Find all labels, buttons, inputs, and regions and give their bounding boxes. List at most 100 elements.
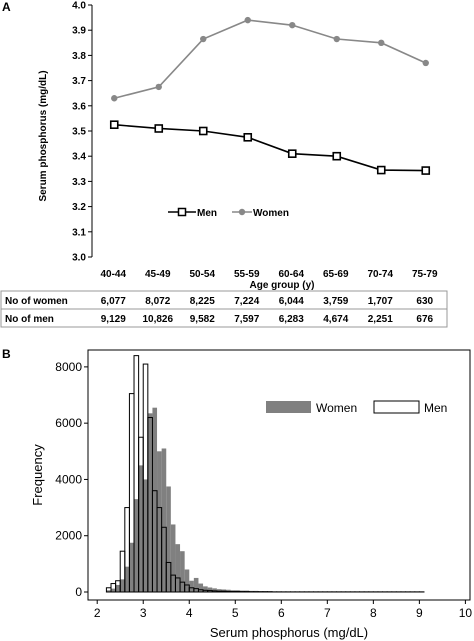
y-tick-label: 4000: [55, 472, 82, 486]
women-bar: [184, 569, 190, 592]
x-tick-label: 9: [416, 606, 423, 620]
women-bar: [106, 590, 112, 592]
y-tick-label: 3.1: [72, 227, 86, 238]
table-cell-women: 630: [416, 296, 433, 307]
x-tick-label: 10: [459, 606, 473, 620]
panel-a-series: [109, 16, 431, 175]
table-cell-women: 1,707: [368, 296, 393, 307]
men-line: [114, 123, 426, 172]
panel-b-legend: Women Men: [266, 400, 447, 415]
panel-a-x-ticks: 40-44 45-49 50-54 55-59 60-64 65-69 70-74 75-79: [100, 269, 438, 280]
men-point: [198, 126, 208, 136]
women-bar: [157, 451, 162, 592]
women-bar: [166, 486, 171, 592]
table-cell-men: 7,597: [234, 314, 259, 325]
x-tick-label: 2: [94, 606, 101, 620]
x-tick-label: 8: [370, 606, 377, 620]
women-bar: [111, 588, 116, 592]
women-bar: [152, 407, 158, 592]
men-bar: [220, 590, 227, 593]
table-cell-men: 10,826: [142, 314, 173, 325]
panel-a-legend: Men Women: [168, 207, 289, 219]
panel-b-women-bars: [106, 407, 424, 592]
x-tick-label: 50-54: [189, 269, 215, 280]
table-cell-women: 7,224: [234, 296, 259, 307]
women-point: [422, 59, 429, 67]
women-bar: [216, 589, 222, 592]
women-point: [289, 21, 296, 29]
panel-b: B 0 2000 4000 6000 8000 2 3 4 5 6 7 8 9 10 Frequency…: [2, 347, 472, 640]
women-bar: [193, 577, 199, 592]
x-tick-label: 70-74: [367, 269, 393, 280]
men-point: [421, 166, 431, 175]
y-tick-label: 3.7: [72, 76, 86, 87]
women-bar: [170, 524, 176, 592]
panel-b-y-axis-title: Frequency: [30, 444, 45, 506]
legend-men-swatch: [373, 400, 420, 414]
legend-women-marker: [238, 208, 246, 216]
y-tick-label: 3.4: [72, 152, 86, 163]
women-bar: [203, 586, 208, 592]
panel-a: A 3.0 3.1 3.2 3.3 3.4 3.5 3.6 3.7 3.8 3.9 4.0 Seru…: [0, 0, 448, 328]
men-point: [332, 151, 342, 161]
x-tick-label: 3: [140, 606, 147, 620]
y-tick-label: 3.8: [72, 51, 86, 62]
y-tick-label: 0: [75, 585, 82, 599]
panel-b-x-ticks: 2 3 4 5 6 7 8 9 10: [94, 600, 473, 620]
men-bar: [234, 590, 241, 593]
men-point: [243, 133, 253, 142]
table-cell-men: 9,582: [190, 314, 215, 325]
panel-b-plot-frame: [87, 349, 471, 601]
men-point: [376, 165, 386, 175]
y-tick-label: 6000: [55, 416, 82, 430]
legend-men-marker: [177, 207, 187, 217]
panel-b-y-ticks: 0 2000 4000 6000 8000: [55, 360, 88, 599]
panel-b-letter: B: [2, 347, 11, 361]
table-cell-men: 676: [416, 314, 433, 325]
y-tick-label: 3.0: [72, 253, 86, 264]
table-cell-women: 6,044: [279, 296, 304, 307]
table-row-label-men: No of men: [5, 314, 54, 325]
women-bar: [175, 544, 181, 592]
table-cell-women: 3,759: [323, 296, 348, 307]
panel-a-x-axis-title: Age group (y): [250, 280, 315, 291]
y-tick-label: 3.2: [72, 202, 86, 213]
x-tick-label: 65-69: [323, 269, 349, 280]
x-tick-label: 75-79: [412, 269, 438, 280]
panel-a-letter: A: [2, 0, 11, 14]
y-tick-label: 8000: [55, 360, 82, 374]
women-bar: [212, 588, 217, 592]
women-bar: [124, 566, 130, 592]
panel-b-men-bars: [105, 355, 425, 593]
x-tick-label: 40-44: [100, 269, 126, 280]
women-point: [111, 95, 118, 102]
legend-women-swatch: [266, 401, 311, 413]
men-point: [109, 120, 119, 129]
y-tick-label: 3.9: [72, 26, 86, 37]
legend-women-label: Women: [253, 208, 289, 219]
women-point: [155, 83, 162, 91]
y-tick-label: 3.5: [72, 127, 86, 138]
legend-men-label: Men: [424, 401, 447, 415]
women-bar: [138, 465, 144, 592]
women-bar: [198, 583, 204, 592]
table-row-label-women: No of women: [5, 296, 68, 307]
count-table-cells: 6,077 8,072 8,225 7,224 6,044 3,759 1,707 630 9,…: [101, 296, 434, 325]
women-bar: [120, 579, 125, 592]
table-cell-women: 6,077: [101, 296, 126, 307]
panel-b-x-axis-title: Serum phosphorus (mg/dL): [210, 625, 368, 640]
women-bar: [207, 587, 213, 592]
table-cell-men: 4,674: [323, 314, 348, 325]
men-bar: [230, 590, 236, 593]
women-point: [378, 39, 385, 46]
women-point: [333, 35, 340, 43]
men-bar: [216, 590, 222, 593]
table-cell-women: 8,072: [145, 296, 170, 307]
panel-a-y-axis-title: Serum phosphorus (mg/dL): [38, 70, 49, 201]
women-bar: [189, 580, 194, 592]
y-tick-label: 3.6: [72, 101, 86, 112]
y-tick-label: 2000: [55, 529, 82, 543]
women-point: [244, 16, 251, 24]
x-tick-label: 7: [324, 606, 331, 620]
